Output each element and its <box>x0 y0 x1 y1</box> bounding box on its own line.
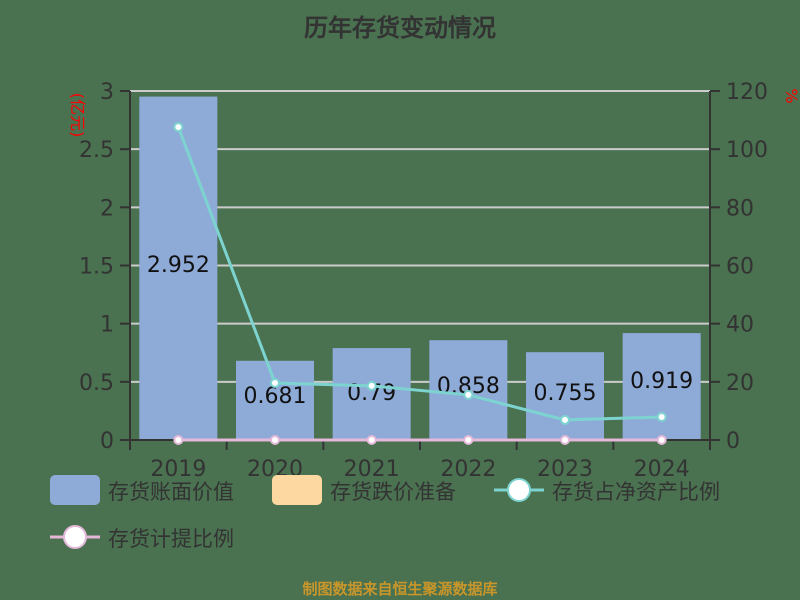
provision-ratio-marker <box>270 435 280 445</box>
provision-ratio-marker <box>656 435 667 445</box>
right-axis-label: 100 <box>726 138 768 163</box>
bar-inventory-book-value <box>332 348 411 440</box>
left-axis-unit: (亿元) <box>68 93 87 138</box>
provision-ratio-marker <box>463 435 474 445</box>
net-asset-ratio-marker <box>173 122 184 133</box>
chart-title: 历年存货变动情况 <box>304 14 496 42</box>
net-asset-ratio-marker <box>270 377 280 388</box>
net-asset-ratio-line <box>176 126 662 422</box>
x-axis-label: 2023 <box>537 457 593 482</box>
net-asset-ratio-marker <box>366 380 377 391</box>
bar-inventory-book-value <box>236 360 314 440</box>
left-axis-label: 3 <box>100 80 114 105</box>
net-asset-ratio-marker <box>656 412 667 423</box>
right-axis-unit: % <box>782 88 800 103</box>
x-axis-label: 2024 <box>634 457 690 482</box>
legend-swatch <box>272 475 322 505</box>
provision-ratio-marker <box>173 435 184 445</box>
left-axis-label: 1.5 <box>79 255 114 280</box>
bar-data-label: 0.681 <box>244 384 307 409</box>
provision-ratio-marker <box>366 435 377 445</box>
x-axis-label: 2021 <box>344 457 400 482</box>
x-axis-label: 2019 <box>150 457 206 482</box>
provision-ratio-marker <box>560 435 570 445</box>
net-asset-ratio-marker <box>560 414 570 425</box>
bar-data-label: 0.755 <box>534 381 597 406</box>
legend-marker-swatch <box>63 525 87 549</box>
legend-label: 存货占净资产比例 <box>552 480 720 504</box>
bar-inventory-book-value <box>622 333 701 440</box>
left-axis-label: 0.5 <box>79 371 114 396</box>
right-axis-label: 60 <box>726 255 754 280</box>
left-axis-label: 1 <box>100 313 114 338</box>
bar-inventory-book-value <box>139 96 218 441</box>
left-axis-label: 0 <box>100 429 114 454</box>
bar-inventory-book-value <box>526 352 604 440</box>
legend-marker-swatch <box>507 478 531 502</box>
right-axis-label: 80 <box>726 196 754 221</box>
left-axis-label: 2 <box>100 196 114 221</box>
legend-swatch <box>50 475 100 505</box>
source-footer: 制图数据来自恒生聚源数据库 <box>302 580 498 598</box>
right-axis-label: 40 <box>726 313 754 338</box>
bar-data-label: 2.952 <box>147 253 210 278</box>
legend-label: 存货账面价值 <box>108 480 234 504</box>
bar-data-label: 0.919 <box>630 369 693 394</box>
x-axis-label: 2022 <box>440 457 496 482</box>
right-axis-label: 0 <box>726 429 740 454</box>
right-axis-label: 20 <box>726 371 754 396</box>
net-asset-ratio-marker <box>463 389 474 400</box>
legend-label: 存货跌价准备 <box>330 480 456 504</box>
left-axis-label: 2.5 <box>79 138 114 163</box>
right-axis-label: 120 <box>726 80 768 105</box>
legend-label: 存货计提比例 <box>108 527 234 551</box>
